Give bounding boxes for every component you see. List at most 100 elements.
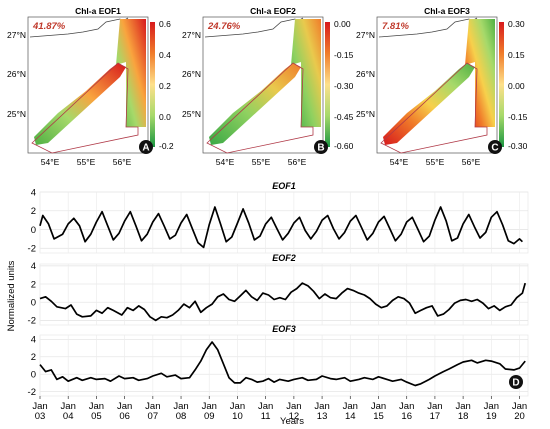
x-tick-label: Jan 08 xyxy=(173,401,188,422)
y-tick-label: 0 xyxy=(31,225,36,236)
colorbar-tick: 0.0 xyxy=(159,112,171,122)
x-axis-ticks: Jan 03 Jan 04 Jan 05 Jan 06 Jan 07 Jan 08 Jan 09 Jan 10… xyxy=(32,396,527,422)
y-tick-label: 4 xyxy=(31,261,36,272)
colorbar-tick: -0.15 xyxy=(508,112,528,122)
series-title: EOF3 xyxy=(272,324,296,334)
colorbar-tick: -0.15 xyxy=(334,50,354,60)
lat-tick: 27°N xyxy=(182,30,201,40)
x-tick-label: Jan 06 xyxy=(117,401,132,422)
x-tick-label: Jan 19 xyxy=(484,401,499,422)
lon-tick: 55°E xyxy=(426,157,445,167)
lon-tick: 56°E xyxy=(462,157,481,167)
timeseries-plots: 4 2 0 -2 EOF1 4 2 0 -2 EOF2 4 2 0 -2 EOF3 xyxy=(28,181,529,398)
y-tick-label: 2 xyxy=(31,352,36,363)
lat-tick: 27°N xyxy=(356,30,375,40)
variance-label: 7.81% xyxy=(382,21,409,32)
plot-area xyxy=(39,334,529,397)
colorbar-tick: -0.45 xyxy=(334,112,354,122)
colorbar xyxy=(150,22,155,147)
study-boundary xyxy=(31,62,139,154)
panel-letter: B xyxy=(317,143,324,154)
lon-tick: 56°E xyxy=(113,157,132,167)
x-tick-label: Jan 09 xyxy=(202,401,217,422)
eof1-map-panel: Chl-a EOF1 41.87% 27°N 26°N 25°N 54°E 55… xyxy=(7,6,174,167)
x-tick-label: Jan 17 xyxy=(427,401,442,422)
colorbar-tick: -0.30 xyxy=(334,81,354,91)
panel-letter: A xyxy=(142,143,149,154)
lon-tick: 54°E xyxy=(216,157,235,167)
lat-tick: 27°N xyxy=(7,30,26,40)
dataset-region-south xyxy=(383,63,475,145)
y-tick-label: 0 xyxy=(31,370,36,381)
series-line xyxy=(39,282,527,322)
x-tick-label: Jan 18 xyxy=(455,401,470,422)
lon-tick: 54°E xyxy=(390,157,409,167)
panel-badge xyxy=(314,140,328,154)
map-title: Chl-a EOF2 xyxy=(250,6,296,16)
y-tick-label: 0 xyxy=(31,298,36,309)
panel-badge xyxy=(509,375,523,389)
study-boundary xyxy=(206,62,314,154)
series-line xyxy=(39,341,526,387)
lat-tick: 25°N xyxy=(356,109,375,119)
colorbar xyxy=(499,22,504,147)
dataset-region-south xyxy=(209,63,301,145)
y-tick-label: -2 xyxy=(28,244,36,255)
series-line xyxy=(39,206,523,249)
y-axis-label: Normalized units xyxy=(6,260,17,331)
panel-badge xyxy=(139,140,153,154)
plot-area xyxy=(39,263,529,326)
colorbar-tick: 0.00 xyxy=(508,81,525,91)
eof2-map-panel: Chl-a EOF2 24.76% 27°N 26°N 25°N 54°E 55… xyxy=(182,6,354,167)
colorbar-tick: 0.15 xyxy=(508,50,525,60)
eof2-timeseries: 4 2 0 -2 EOF2 xyxy=(28,253,529,327)
lat-tick: 26°N xyxy=(182,69,201,79)
lon-tick: 56°E xyxy=(288,157,307,167)
map-title: Chl-a EOF1 xyxy=(75,6,121,16)
plot-area xyxy=(39,191,529,254)
eof3-timeseries: 4 2 0 -2 EOF3 xyxy=(28,324,529,398)
colorbar-tick: 0.30 xyxy=(508,19,525,29)
lat-tick: 26°N xyxy=(7,69,26,79)
panel-badge xyxy=(488,140,502,154)
x-tick-label: Jan 07 xyxy=(145,401,160,422)
y-tick-label: 4 xyxy=(31,187,36,198)
colorbar-tick: 0.2 xyxy=(159,81,171,91)
x-tick-label: Jan 05 xyxy=(89,401,104,422)
x-tick-label: Jan 03 xyxy=(32,401,47,422)
panel-letter: C xyxy=(491,143,498,154)
y-tick-label: 4 xyxy=(31,335,36,346)
x-tick-label: Jan 12 xyxy=(286,401,301,422)
lat-tick: 25°N xyxy=(7,109,26,119)
variance-label: 41.87% xyxy=(32,21,66,32)
series-title: EOF1 xyxy=(272,181,296,191)
y-tick-label: -2 xyxy=(28,316,36,327)
dataset-region-south xyxy=(34,63,126,145)
colorbar-tick: -0.60 xyxy=(334,141,354,151)
dataset-region-north xyxy=(291,19,321,127)
lat-tick: 25°N xyxy=(182,109,201,119)
x-tick-label: Jan 20 xyxy=(512,401,527,422)
colorbar-tick: 0.4 xyxy=(159,50,171,60)
x-axis-label: Years xyxy=(280,416,304,427)
x-tick-label: Jan 04 xyxy=(61,401,76,422)
dataset-region-north xyxy=(116,19,146,127)
colorbar-tick: -0.2 xyxy=(159,141,174,151)
x-tick-label: Jan 16 xyxy=(399,401,414,422)
colorbar-tick: -0.30 xyxy=(508,141,528,151)
series-title: EOF2 xyxy=(272,253,296,263)
colorbar xyxy=(325,22,330,147)
eof1-timeseries: 4 2 0 -2 EOF1 xyxy=(28,181,529,255)
lon-tick: 54°E xyxy=(41,157,60,167)
y-tick-label: 2 xyxy=(31,206,36,217)
lat-tick: 26°N xyxy=(356,69,375,79)
eof3-map-panel: Chl-a EOF3 7.81% 27°N 26°N 25°N 54°E 55°… xyxy=(356,6,528,167)
variance-label: 24.76% xyxy=(207,21,241,32)
colorbar-tick: 0.6 xyxy=(159,19,171,29)
colorbar-tick: 0.00 xyxy=(334,19,351,29)
x-tick-label: Jan 11 xyxy=(258,401,273,422)
x-tick-label: Jan 13 xyxy=(314,401,329,422)
panel-letter: D xyxy=(512,378,519,389)
